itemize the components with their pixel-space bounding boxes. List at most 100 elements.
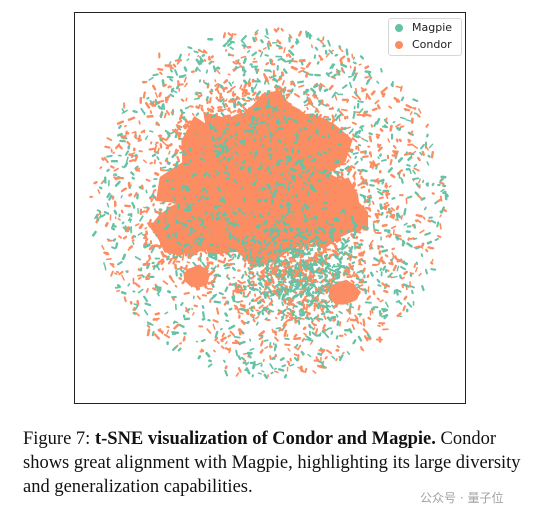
- condor-point: [277, 212, 280, 219]
- magpie-point: [201, 317, 206, 321]
- condor-point: [321, 126, 326, 130]
- magpie-point: [226, 37, 232, 43]
- condor-point: [310, 218, 316, 224]
- magpie-point: [250, 115, 254, 123]
- magpie-point: [208, 255, 216, 260]
- condor-point: [257, 116, 261, 120]
- condor-point: [228, 282, 232, 287]
- condor-point: [192, 235, 196, 239]
- condor-point: [226, 89, 233, 94]
- condor-point: [277, 163, 283, 169]
- condor-point: [134, 136, 142, 141]
- condor-point: [247, 152, 254, 158]
- magpie-point: [265, 291, 270, 297]
- condor-point: [298, 30, 303, 37]
- condor-point: [223, 234, 229, 237]
- condor-point: [306, 123, 312, 129]
- condor-point: [185, 97, 188, 102]
- condor-point: [216, 88, 220, 95]
- magpie-point: [298, 275, 302, 281]
- magpie-point: [340, 63, 348, 68]
- condor-point: [154, 171, 160, 176]
- condor-point: [240, 197, 243, 205]
- condor-point: [374, 212, 379, 219]
- condor-point: [243, 116, 249, 120]
- condor-point: [137, 274, 143, 277]
- magpie-point: [392, 275, 398, 279]
- magpie-point: [285, 290, 290, 296]
- magpie-point: [237, 355, 242, 361]
- condor-point: [358, 225, 363, 230]
- magpie-point: [330, 330, 334, 336]
- condor-point: [315, 96, 319, 100]
- condor-point: [137, 167, 141, 172]
- condor-point: [241, 281, 246, 284]
- magpie-point: [152, 184, 156, 188]
- condor-point: [305, 178, 310, 184]
- condor-point: [363, 212, 366, 216]
- condor-point: [210, 202, 214, 206]
- condor-point: [305, 198, 310, 204]
- condor-point: [169, 213, 176, 217]
- magpie-point: [264, 317, 268, 321]
- condor-point: [228, 128, 235, 134]
- condor-point: [177, 223, 185, 229]
- magpie-point: [292, 294, 298, 299]
- magpie-point: [373, 228, 380, 232]
- condor-point: [324, 115, 330, 119]
- magpie-point: [210, 88, 214, 93]
- condor-point: [210, 282, 214, 286]
- magpie-point: [345, 265, 351, 270]
- magpie-point: [260, 186, 267, 190]
- condor-point: [416, 219, 422, 224]
- condor-point: [278, 327, 284, 332]
- magpie-point: [99, 213, 106, 219]
- magpie-point: [342, 251, 348, 256]
- magpie-point: [337, 142, 342, 146]
- condor-point: [208, 97, 212, 104]
- magpie-point: [291, 174, 296, 178]
- condor-point: [214, 336, 219, 342]
- magpie-point: [121, 108, 126, 114]
- condor-point: [240, 121, 246, 128]
- condor-point: [388, 233, 393, 238]
- condor-point: [243, 143, 248, 150]
- magpie-point: [162, 103, 166, 111]
- condor-point: [283, 47, 286, 54]
- magpie-point: [144, 135, 149, 141]
- condor-point: [204, 144, 208, 151]
- magpie-point: [246, 49, 251, 54]
- condor-point: [305, 113, 311, 119]
- magpie-point: [233, 335, 241, 339]
- magpie-point: [292, 118, 299, 124]
- condor-point: [184, 82, 188, 88]
- condor-point: [273, 28, 278, 33]
- condor-point: [240, 319, 246, 325]
- condor-point: [281, 143, 285, 152]
- condor-point: [241, 167, 247, 172]
- condor-point: [384, 254, 389, 258]
- condor-point: [206, 107, 211, 112]
- condor-point: [283, 284, 288, 288]
- magpie-point: [311, 331, 318, 337]
- condor-point: [181, 254, 185, 261]
- condor-point: [336, 147, 341, 152]
- condor-point: [123, 136, 126, 140]
- magpie-point: [177, 347, 182, 352]
- magpie-point: [280, 315, 285, 319]
- magpie-point: [290, 88, 294, 94]
- condor-point: [222, 193, 227, 200]
- condor-point: [210, 55, 214, 59]
- condor-point: [170, 110, 175, 114]
- condor-point: [381, 259, 386, 265]
- condor-point: [182, 199, 187, 203]
- condor-point: [184, 149, 188, 154]
- condor-point: [295, 237, 302, 241]
- condor-point: [208, 108, 214, 111]
- condor-point: [238, 172, 243, 178]
- condor-point: [286, 139, 292, 147]
- condor-point: [279, 158, 285, 166]
- magpie-point: [302, 236, 308, 241]
- condor-point: [252, 273, 255, 277]
- magpie-point: [316, 61, 320, 65]
